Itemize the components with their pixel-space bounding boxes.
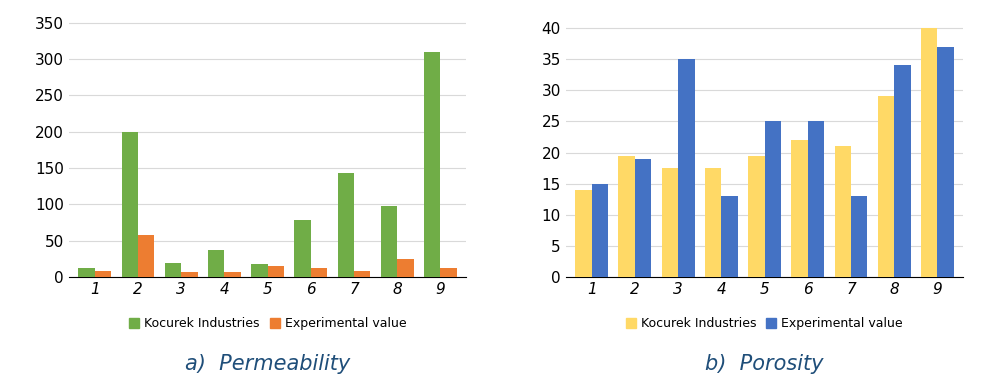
Bar: [252, 264, 267, 277]
Bar: [575, 190, 592, 277]
Bar: [722, 196, 738, 277]
Bar: [808, 121, 824, 277]
Text: b)  Porosity: b) Porosity: [706, 353, 824, 373]
Bar: [94, 271, 111, 277]
Legend: Kocurek Industries, Experimental value: Kocurek Industries, Experimental value: [626, 318, 903, 330]
Bar: [294, 221, 311, 277]
Bar: [662, 168, 678, 277]
Bar: [267, 266, 284, 277]
Text: a)  Permeability: a) Permeability: [185, 353, 350, 373]
Bar: [337, 173, 354, 277]
Bar: [224, 272, 241, 277]
Bar: [79, 268, 94, 277]
Bar: [181, 272, 198, 277]
Bar: [380, 206, 397, 277]
Bar: [354, 271, 371, 277]
Bar: [921, 28, 938, 277]
Bar: [397, 259, 414, 277]
Bar: [765, 121, 781, 277]
Bar: [122, 132, 138, 277]
Bar: [618, 156, 635, 277]
Bar: [938, 47, 954, 277]
Bar: [791, 140, 808, 277]
Bar: [835, 146, 851, 277]
Bar: [165, 263, 181, 277]
Bar: [440, 268, 457, 277]
Bar: [635, 159, 652, 277]
Bar: [851, 196, 867, 277]
Bar: [878, 96, 895, 277]
Bar: [424, 52, 440, 277]
Bar: [705, 168, 722, 277]
Bar: [678, 59, 695, 277]
Bar: [208, 249, 224, 277]
Bar: [592, 184, 608, 277]
Bar: [311, 268, 327, 277]
Bar: [895, 65, 910, 277]
Bar: [748, 156, 765, 277]
Legend: Kocurek Industries, Experimental value: Kocurek Industries, Experimental value: [129, 318, 406, 330]
Bar: [138, 235, 154, 277]
